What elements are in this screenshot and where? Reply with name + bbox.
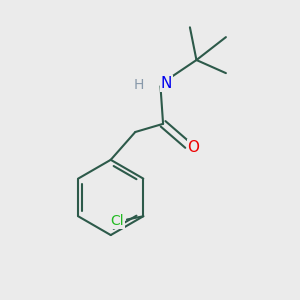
Text: Cl: Cl	[110, 214, 124, 228]
Text: O: O	[188, 140, 200, 155]
Text: H: H	[134, 78, 144, 92]
Text: N: N	[161, 76, 172, 91]
